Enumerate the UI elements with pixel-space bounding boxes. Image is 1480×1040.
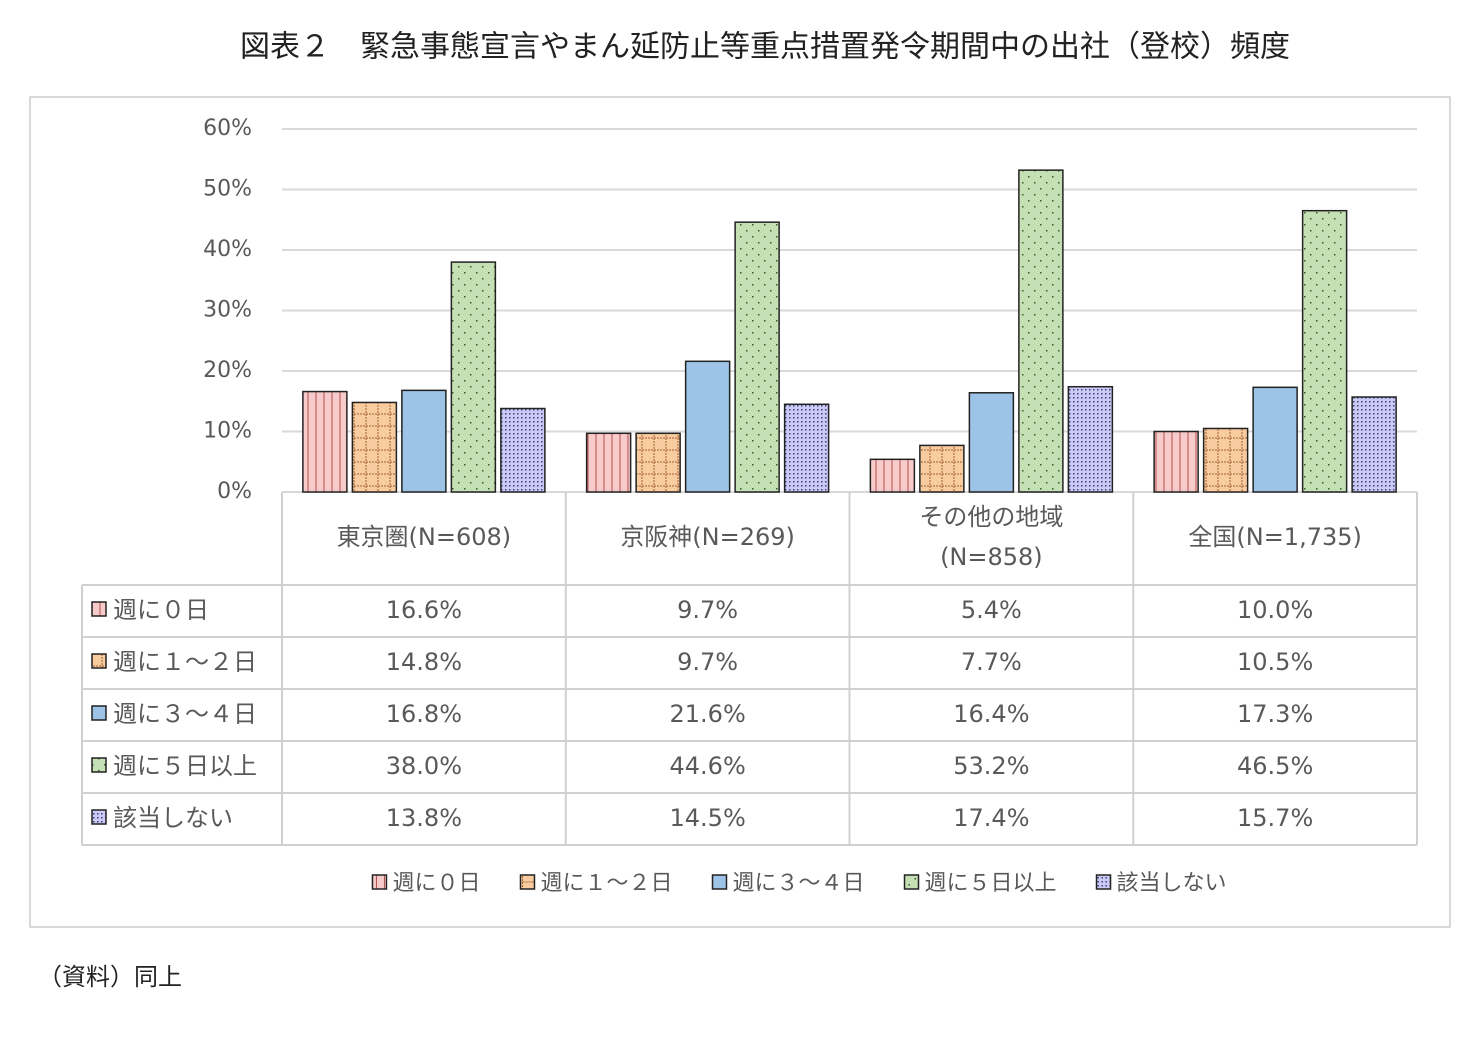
legend-key — [371, 874, 388, 890]
y-tick-label: 10% — [203, 419, 252, 444]
bar — [500, 407, 546, 493]
bar — [1351, 396, 1397, 493]
table-value: 16.6% — [386, 596, 462, 624]
table-value: 44.6% — [670, 752, 746, 780]
bar — [919, 444, 965, 493]
y-tick-label: 0% — [217, 479, 252, 504]
table-value: 9.7% — [677, 596, 738, 624]
legend-key — [1095, 874, 1112, 890]
bar — [302, 390, 348, 493]
chart-frame — [29, 96, 1451, 928]
legend-label: 週に５日以上 — [925, 871, 1057, 896]
bar — [401, 389, 447, 493]
row-label: 週に１～２日 — [113, 648, 257, 676]
table-value: 21.6% — [670, 700, 746, 728]
table-value: 15.7% — [1237, 804, 1313, 832]
bar — [585, 432, 632, 493]
table-value: 17.4% — [953, 804, 1029, 832]
category-label: 全国(N=1,735) — [1188, 523, 1362, 551]
bar — [450, 261, 497, 493]
legend: 週に０日 週に１～２日 週に３～４日 週に５日以上 該当しない — [371, 871, 1227, 896]
bar — [1252, 386, 1298, 493]
y-tick-label: 40% — [203, 237, 252, 262]
legend-key — [519, 874, 536, 890]
bar — [1067, 385, 1114, 493]
legend-key — [903, 874, 920, 890]
row-label: 週に５日以上 — [113, 752, 257, 780]
bar — [869, 458, 916, 493]
legend-key — [711, 874, 728, 890]
bar — [1202, 427, 1249, 493]
table-value: 16.8% — [386, 700, 462, 728]
legend-key — [91, 809, 107, 825]
bar — [1018, 169, 1064, 493]
table-value: 38.0% — [386, 752, 462, 780]
legend-label: 週に０日 — [392, 871, 480, 896]
category-label: 東京圏(N=608) — [337, 523, 512, 551]
table-value: 5.4% — [961, 596, 1022, 624]
bar — [351, 401, 398, 493]
table-value: 13.8% — [386, 804, 462, 832]
bar — [684, 360, 731, 493]
category-label: その他の地域(N=858) — [919, 503, 1063, 571]
table-value: 14.8% — [386, 648, 462, 676]
legend-label: 週に１～２日 — [540, 871, 672, 896]
legend-label: 週に３～４日 — [732, 871, 864, 896]
bar — [968, 392, 1015, 493]
legend-key — [91, 757, 107, 773]
row-label: 該当しない — [113, 804, 233, 832]
bar — [1301, 209, 1348, 493]
table-value: 46.5% — [1237, 752, 1313, 780]
legend-key — [91, 601, 107, 617]
bar — [1153, 430, 1199, 493]
legend-key — [91, 653, 107, 669]
bar — [635, 432, 681, 493]
legend-key — [91, 705, 107, 721]
y-tick-label: 50% — [203, 177, 252, 202]
table-value: 14.5% — [670, 804, 746, 832]
table-value: 9.7% — [677, 648, 738, 676]
table-value: 7.7% — [961, 648, 1022, 676]
y-tick-label: 60% — [203, 116, 252, 141]
row-label: 週に０日 — [113, 596, 209, 624]
table-value: 10.0% — [1237, 596, 1313, 624]
bar — [734, 221, 780, 493]
y-tick-label: 30% — [203, 298, 252, 323]
y-tick-label: 20% — [203, 358, 252, 383]
category-label: 京阪神(N=269) — [620, 523, 795, 551]
table-value: 17.3% — [1237, 700, 1313, 728]
legend-label: 該当しない — [1117, 871, 1227, 896]
bar — [783, 403, 830, 493]
row-label: 週に３～４日 — [113, 700, 257, 728]
table-value: 10.5% — [1237, 648, 1313, 676]
table-value: 53.2% — [953, 752, 1029, 780]
chart-title: 図表２ 緊急事態宣言やまん延防止等重点措置発令期間中の出社（登校）頻度 — [240, 30, 1290, 65]
source-note: （資料）同上 — [38, 963, 182, 991]
table-value: 16.4% — [953, 700, 1029, 728]
